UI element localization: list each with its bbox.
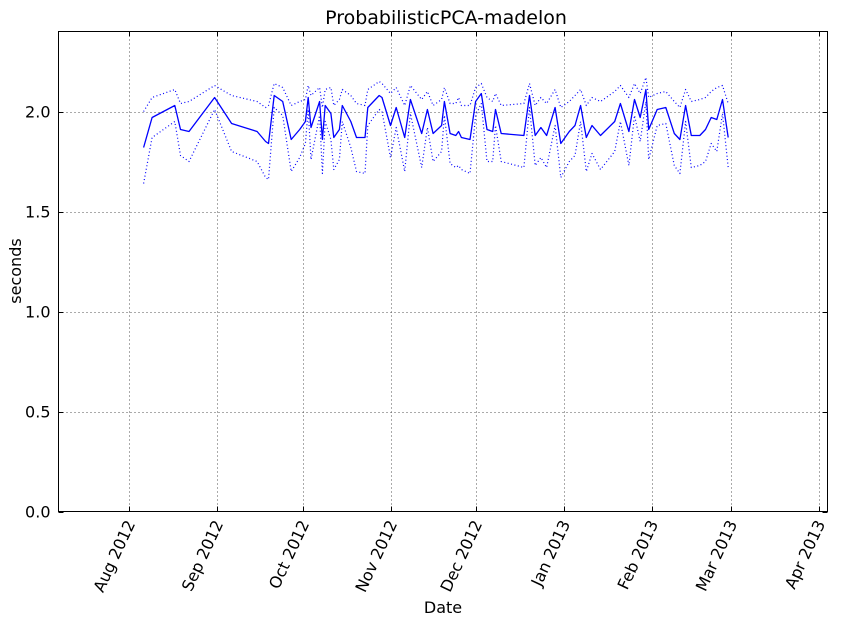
x-tick-label: Apr 2013	[781, 517, 829, 592]
y-tick-label: 1.5	[25, 203, 50, 222]
x-tick-label: Nov 2012	[351, 517, 401, 595]
y-axis-label: seconds	[6, 238, 25, 303]
ticks	[58, 31, 828, 513]
x-tick-label: Feb 2013	[614, 517, 663, 592]
y-tick-label: 1.0	[25, 303, 50, 322]
x-tick-labels: Aug 2012 Sep 2012 Oct 2012 Nov 2012 Dec 2012…	[89, 517, 829, 595]
x-tick-label: Jan 2013	[527, 517, 574, 590]
x-tick-label: Oct 2012	[265, 517, 313, 592]
x-axis-label: Date	[424, 598, 462, 617]
series-line-mean	[142, 88, 729, 148]
grid	[58, 31, 828, 512]
series-layer	[142, 76, 729, 184]
y-tick-label: 2.0	[25, 103, 50, 122]
x-tick-label: Sep 2012	[178, 517, 227, 594]
series-line-bound	[143, 100, 729, 184]
y-tick-label: 0.0	[25, 503, 50, 522]
series-line-bound	[143, 76, 729, 112]
x-tick-label: Aug 2012	[89, 517, 139, 595]
x-tick-label: Dec 2012	[436, 517, 486, 595]
y-tick-label: 0.5	[25, 403, 50, 422]
y-tick-labels: 0.0 0.5 1.0 1.5 2.0	[25, 103, 50, 522]
chart-title: ProbabilisticPCA-madelon	[325, 7, 567, 29]
x-tick-label: Mar 2013	[692, 517, 741, 594]
plot-frame	[58, 31, 828, 512]
